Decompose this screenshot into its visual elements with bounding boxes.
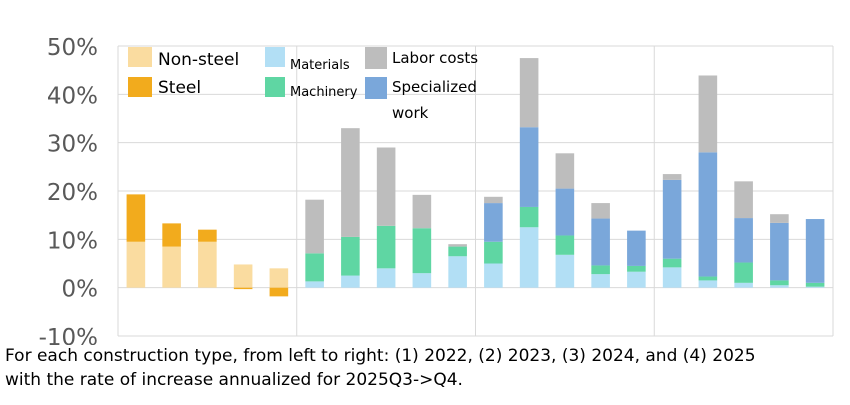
bar-segment-labor-costs (698, 75, 718, 153)
legend-swatch-steel (128, 77, 152, 97)
bar-segment-machinery (698, 276, 718, 281)
y-axis-tick-labels: -10% 0% 10% 20% 30% 40% 50% (39, 35, 98, 345)
legend-label-specialized-work-line1: Specialized (392, 78, 477, 96)
bar-segment-labor-costs (376, 147, 396, 226)
bar-segment-materials (662, 267, 682, 288)
bar-segment-specialized-work (698, 152, 718, 277)
legend-label-steel: Steel (158, 78, 201, 98)
bar-segment-steel (269, 287, 289, 297)
bar-segment-machinery (734, 262, 753, 283)
legend-label-labor-costs: Labor costs (392, 49, 478, 67)
bar-segment-machinery (519, 206, 539, 228)
bar-segment-machinery (805, 282, 825, 287)
bar-segment-specialized-work (519, 127, 539, 207)
y-tick-label: 50% (47, 35, 98, 61)
bar-segment-materials (770, 285, 789, 288)
bar-segment-specialized-work (662, 179, 682, 259)
y-tick-label: 10% (47, 228, 98, 254)
bar-segment-specialized-work (591, 218, 610, 266)
bar-segment-machinery (341, 236, 360, 276)
footnote-line-1: For each construction type, from left to… (5, 346, 756, 366)
y-tick-label: 20% (47, 180, 98, 206)
bar-segment-materials (805, 286, 825, 288)
bar-segment-materials (698, 280, 718, 288)
bar-segments (126, 58, 825, 297)
bar-segment-non-steel (269, 268, 289, 288)
bar-segment-labor-costs (734, 181, 753, 219)
legend-swatch-specialized-work (365, 77, 387, 99)
bar-segment-materials (734, 282, 753, 288)
legend-label-specialized-work-line2: work (392, 104, 429, 122)
bar-segment-steel (233, 287, 253, 290)
bar-segment-labor-costs (305, 199, 324, 254)
bar-segment-materials (627, 271, 646, 288)
bar-segment-non-steel (162, 246, 181, 288)
bar-segment-labor-costs (448, 244, 467, 247)
bar-segment-labor-costs (555, 153, 575, 189)
bar-segment-machinery (662, 258, 682, 268)
bar-segment-machinery (627, 265, 646, 272)
legend-label-machinery: Machinery (290, 85, 358, 100)
bar-segment-specialized-work (484, 203, 503, 242)
bar-segment-materials (555, 254, 575, 288)
legend-swatch-machinery (265, 77, 285, 97)
bar-segment-machinery (591, 265, 610, 275)
bar-segment-materials (519, 227, 539, 288)
bar-segment-specialized-work (555, 188, 575, 236)
bar-segment-materials (448, 256, 467, 288)
legend-label-non-steel: Non-steel (158, 50, 239, 70)
bar-segment-non-steel (233, 264, 253, 288)
bar-segment-machinery (770, 280, 789, 286)
legend-swatch-non-steel (128, 47, 152, 67)
bar-segment-machinery (484, 241, 503, 264)
bar-segment-labor-costs (412, 194, 432, 229)
bar-segment-materials (484, 263, 503, 288)
bar-segment-labor-costs (662, 174, 682, 180)
bar-segment-specialized-work (627, 230, 646, 266)
bar-segment-labor-costs (591, 203, 610, 219)
bar-segment-machinery (412, 228, 432, 274)
bar-segment-non-steel (198, 241, 217, 288)
bar-segment-materials (412, 273, 432, 288)
bar-segment-materials (305, 281, 324, 288)
legend-swatch-labor-costs (365, 47, 387, 69)
bar-segment-labor-costs (341, 128, 360, 237)
bar-segment-materials (376, 268, 396, 288)
bar-segment-steel (162, 223, 181, 247)
bar-segment-steel (198, 229, 217, 242)
bar-segment-specialized-work (805, 219, 825, 283)
bar-segment-specialized-work (770, 222, 789, 281)
legend-swatch-materials (265, 47, 285, 67)
bar-segment-steel (126, 194, 146, 242)
bar-segment-machinery (555, 235, 575, 255)
footnote-line-2: with the rate of increase annualized for… (5, 370, 463, 390)
legend-label-materials: Materials (290, 58, 350, 73)
bar-segment-non-steel (126, 241, 146, 288)
bar-segment-machinery (305, 253, 324, 282)
bar-segment-labor-costs (484, 196, 503, 204)
bar-segment-materials (341, 275, 360, 288)
bar-segment-machinery (448, 246, 467, 257)
bar-segment-machinery (376, 225, 396, 269)
y-tick-label: -10% (39, 325, 98, 345)
bar-segment-materials (591, 274, 610, 288)
y-tick-label: 30% (47, 132, 98, 158)
bar-segment-specialized-work (734, 218, 753, 263)
legend: Non-steel Steel Materials Machinery Labo… (128, 47, 478, 122)
bar-segment-labor-costs (770, 214, 789, 223)
bar-segment-labor-costs (519, 58, 539, 128)
y-tick-label: 0% (62, 277, 99, 303)
stacked-bar-chart: -10% 0% 10% 20% 30% 40% 50% Non-steel Steel Ma… (39, 35, 834, 345)
y-tick-label: 40% (47, 83, 98, 109)
